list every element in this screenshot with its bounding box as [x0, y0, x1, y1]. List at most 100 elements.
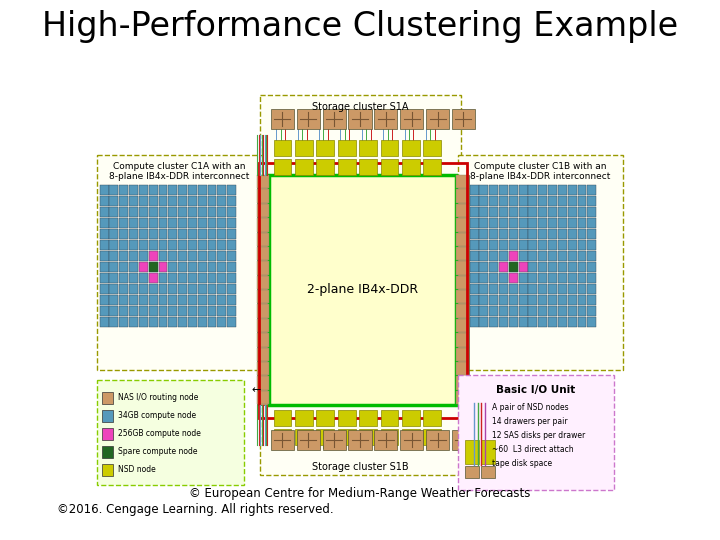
- Bar: [490, 306, 498, 316]
- Bar: [97, 380, 244, 485]
- Bar: [567, 284, 577, 294]
- Bar: [558, 207, 567, 217]
- Text: 12 SAS disks per drawer: 12 SAS disks per drawer: [492, 431, 585, 440]
- Bar: [139, 317, 148, 327]
- Bar: [499, 306, 508, 316]
- Bar: [548, 317, 557, 327]
- Bar: [158, 317, 168, 327]
- Bar: [548, 218, 557, 228]
- Bar: [198, 306, 207, 316]
- Bar: [458, 155, 623, 370]
- Bar: [129, 295, 138, 305]
- Bar: [528, 185, 537, 195]
- Bar: [548, 229, 557, 239]
- Bar: [207, 218, 217, 228]
- Bar: [188, 218, 197, 228]
- Bar: [577, 306, 586, 316]
- Bar: [99, 196, 109, 206]
- Bar: [207, 196, 217, 206]
- Bar: [102, 446, 113, 458]
- Bar: [359, 159, 377, 175]
- Bar: [567, 207, 577, 217]
- Bar: [188, 229, 197, 239]
- Bar: [198, 273, 207, 283]
- Bar: [198, 196, 207, 206]
- Bar: [518, 317, 528, 327]
- Bar: [168, 306, 177, 316]
- Bar: [374, 430, 397, 450]
- Bar: [480, 306, 488, 316]
- Bar: [465, 466, 479, 478]
- Bar: [567, 295, 577, 305]
- Bar: [178, 185, 187, 195]
- Bar: [577, 240, 586, 250]
- Bar: [499, 273, 508, 283]
- Bar: [217, 229, 226, 239]
- Bar: [256, 175, 269, 405]
- Bar: [558, 295, 567, 305]
- Bar: [207, 295, 217, 305]
- Bar: [402, 429, 420, 445]
- Bar: [548, 207, 557, 217]
- Bar: [456, 261, 469, 275]
- Bar: [588, 273, 596, 283]
- Bar: [139, 262, 148, 272]
- Bar: [139, 251, 148, 261]
- Bar: [469, 229, 479, 239]
- Bar: [567, 273, 577, 283]
- Bar: [456, 305, 469, 318]
- Bar: [480, 262, 488, 272]
- Bar: [499, 229, 508, 239]
- Bar: [139, 196, 148, 206]
- Bar: [99, 251, 109, 261]
- Bar: [198, 207, 207, 217]
- Bar: [149, 229, 158, 239]
- Bar: [518, 240, 528, 250]
- Bar: [518, 284, 528, 294]
- Bar: [558, 240, 567, 250]
- Bar: [528, 317, 537, 327]
- Bar: [558, 218, 567, 228]
- Bar: [149, 251, 158, 261]
- Bar: [548, 240, 557, 250]
- Bar: [188, 262, 197, 272]
- Bar: [158, 251, 168, 261]
- Bar: [228, 218, 236, 228]
- Bar: [271, 430, 294, 450]
- Bar: [567, 317, 577, 327]
- Bar: [577, 218, 586, 228]
- Bar: [456, 390, 469, 404]
- Text: NAS I/O routing node: NAS I/O routing node: [118, 394, 199, 402]
- Bar: [499, 196, 508, 206]
- Bar: [577, 284, 586, 294]
- Bar: [149, 284, 158, 294]
- Bar: [509, 251, 518, 261]
- Bar: [198, 229, 207, 239]
- Bar: [120, 185, 128, 195]
- Bar: [380, 429, 398, 445]
- Bar: [316, 410, 334, 426]
- Bar: [402, 159, 420, 175]
- Bar: [577, 295, 586, 305]
- Bar: [469, 218, 479, 228]
- Bar: [588, 229, 596, 239]
- Bar: [207, 240, 217, 250]
- Bar: [109, 185, 118, 195]
- Bar: [577, 196, 586, 206]
- Bar: [509, 218, 518, 228]
- Bar: [460, 196, 469, 206]
- Bar: [99, 317, 109, 327]
- Bar: [129, 207, 138, 217]
- Bar: [120, 284, 128, 294]
- Bar: [109, 295, 118, 305]
- Bar: [509, 284, 518, 294]
- Bar: [460, 240, 469, 250]
- Bar: [528, 251, 537, 261]
- Bar: [139, 207, 148, 217]
- Bar: [481, 440, 495, 464]
- Bar: [178, 240, 187, 250]
- Bar: [158, 229, 168, 239]
- Bar: [198, 317, 207, 327]
- Bar: [188, 295, 197, 305]
- Bar: [499, 251, 508, 261]
